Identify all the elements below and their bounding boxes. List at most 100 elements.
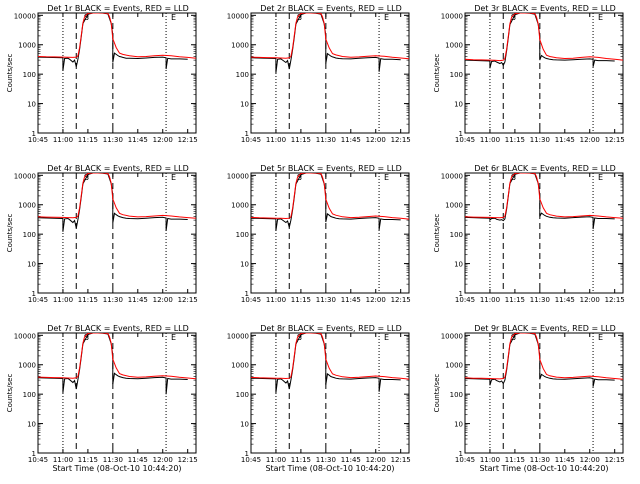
chart-panel-9: S E10:45 11:00 11:15 11:30 11:45 12:00 12:15110… — [433, 324, 625, 473]
y-tick-label: 100 — [450, 391, 463, 399]
y-tick-label: 1 — [32, 130, 36, 138]
end-marker-label: E — [598, 333, 603, 342]
events-series-line — [251, 173, 401, 231]
plot-frame — [250, 172, 410, 294]
x-tick-label: 11:30 — [316, 136, 336, 144]
plot-frame — [464, 332, 624, 454]
y-tick-label: 1000 — [231, 362, 249, 370]
y-tick-label: 1 — [245, 450, 249, 458]
y-tick-label: 10 — [454, 421, 463, 429]
y-tick-label: 10000 — [441, 12, 463, 20]
x-tick-label: 11:45 — [128, 456, 148, 464]
y-tick-label: 10 — [27, 101, 36, 109]
lld-series-line — [465, 333, 623, 380]
x-tick-label: 11:30 — [103, 456, 123, 464]
y-tick-label: 100 — [236, 391, 249, 399]
y-tick-label: 10000 — [227, 172, 249, 180]
chart-panel-4: S E10:45 11:00 11:15 11:30 11:45 12:00 12:15110… — [6, 164, 198, 304]
x-tick-label: 12:15 — [391, 136, 411, 144]
y-axis-label: Counts/sec — [433, 214, 441, 253]
chart-panel-3: S E10:45 11:00 11:15 11:30 11:45 12:00 12:15110… — [433, 4, 625, 144]
x-tick-label: 11:30 — [316, 456, 336, 464]
y-tick-label: 100 — [450, 231, 463, 239]
x-tick-label: 11:15 — [505, 296, 525, 304]
lld-series-line — [465, 13, 623, 62]
plot-frame — [37, 12, 197, 134]
x-tick-label: 10:45 — [241, 456, 261, 464]
chart-panel-6: S E10:45 11:00 11:15 11:30 11:45 12:00 12:15110… — [433, 164, 625, 304]
x-tick-label: 10:45 — [28, 296, 48, 304]
x-tick-label: 11:15 — [291, 136, 311, 144]
x-tick-label: 12:15 — [391, 296, 411, 304]
y-tick-label: 1000 — [445, 362, 463, 370]
y-tick-label: 10000 — [14, 12, 36, 20]
lld-series-line — [38, 173, 196, 219]
x-tick-label: 11:45 — [341, 136, 361, 144]
chart-title: Det 3r BLACK = Events, RED = LLD — [474, 4, 616, 13]
lld-series-line — [38, 13, 196, 59]
y-tick-label: 1 — [32, 290, 36, 298]
y-tick-label: 100 — [23, 231, 36, 239]
x-tick-label: 10:45 — [241, 296, 261, 304]
x-tick-label: 11:15 — [291, 456, 311, 464]
y-tick-label: 100 — [23, 71, 36, 79]
y-axis-label: Counts/sec — [433, 54, 441, 93]
chart-title: Det 5r BLACK = Events, RED = LLD — [260, 164, 402, 173]
y-tick-label: 10000 — [227, 12, 249, 20]
x-tick-label: 11:15 — [78, 136, 98, 144]
y-tick-label: 1000 — [18, 362, 36, 370]
x-tick-label: 11:00 — [266, 136, 286, 144]
chart-title: Det 7r BLACK = Events, RED = LLD — [47, 324, 189, 333]
y-tick-label: 1 — [245, 130, 249, 138]
x-tick-label: 12:15 — [605, 296, 625, 304]
x-tick-label: 11:45 — [555, 296, 575, 304]
x-tick-label: 12:15 — [178, 136, 198, 144]
x-axis-label: Start Time (08-Oct-10 10:44:20) — [52, 464, 181, 473]
x-tick-label: 10:45 — [28, 136, 48, 144]
y-tick-label: 10 — [27, 261, 36, 269]
x-tick-label: 11:00 — [53, 136, 73, 144]
y-tick-label: 10000 — [441, 172, 463, 180]
x-tick-label: 11:45 — [555, 456, 575, 464]
x-axis-label: Start Time (08-Oct-10 10:44:20) — [265, 464, 394, 473]
x-tick-label: 11:30 — [316, 296, 336, 304]
chart-title: Det 9r BLACK = Events, RED = LLD — [474, 324, 616, 333]
events-series-line — [465, 173, 615, 230]
plot-frame — [464, 12, 624, 134]
chart-panel-8: S E10:45 11:00 11:15 11:30 11:45 12:00 12:15110… — [227, 324, 411, 473]
x-tick-label: 12:15 — [178, 296, 198, 304]
lld-series-line — [251, 173, 409, 220]
x-tick-label: 12:15 — [178, 456, 198, 464]
y-tick-label: 1000 — [231, 202, 249, 210]
end-marker-label: E — [384, 173, 389, 182]
x-tick-label: 11:45 — [341, 456, 361, 464]
y-tick-label: 10000 — [14, 172, 36, 180]
x-tick-label: 11:15 — [291, 296, 311, 304]
end-marker-label: E — [384, 13, 389, 22]
y-tick-label: 10 — [240, 101, 249, 109]
x-tick-label: 10:45 — [241, 136, 261, 144]
x-tick-label: 11:00 — [480, 296, 500, 304]
x-tick-label: 12:00 — [366, 456, 386, 464]
y-tick-label: 100 — [450, 71, 463, 79]
y-tick-label: 1 — [32, 450, 36, 458]
end-marker-label: E — [171, 333, 176, 342]
chart-title: Det 2r BLACK = Events, RED = LLD — [260, 4, 402, 13]
x-tick-label: 12:00 — [580, 456, 600, 464]
x-tick-label: 11:15 — [505, 136, 525, 144]
x-tick-label: 11:30 — [103, 136, 123, 144]
x-tick-label: 10:45 — [455, 136, 475, 144]
x-tick-label: 11:45 — [128, 136, 148, 144]
chart-title: Det 8r BLACK = Events, RED = LLD — [260, 324, 402, 333]
y-tick-label: 10 — [454, 261, 463, 269]
y-tick-label: 1000 — [445, 42, 463, 50]
chart-panel-7: S E10:45 11:00 11:15 11:30 11:45 12:00 12:15110… — [6, 324, 198, 473]
y-tick-label: 1000 — [18, 202, 36, 210]
end-marker-label: E — [598, 173, 603, 182]
y-tick-label: 1 — [245, 290, 249, 298]
y-tick-label: 10000 — [14, 332, 36, 340]
y-tick-label: 1 — [459, 130, 463, 138]
x-tick-label: 12:00 — [153, 136, 173, 144]
chart-panel-2: S E10:45 11:00 11:15 11:30 11:45 12:00 12:15110… — [227, 4, 411, 144]
plot-frame — [464, 172, 624, 294]
